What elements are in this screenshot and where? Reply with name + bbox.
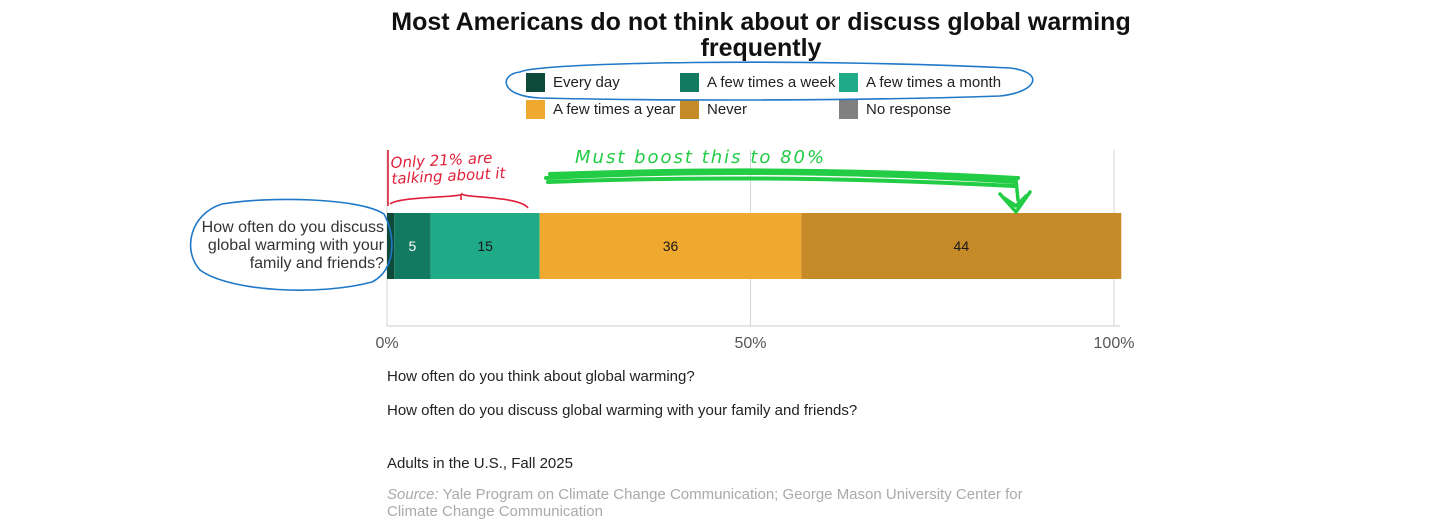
x-tick-label: 50% [734, 335, 766, 352]
legend: Every day A few times a week A few times… [526, 72, 1046, 120]
chart-title: Most Americans do not think about or dis… [391, 8, 1131, 62]
legend-item-every-day: Every day [526, 72, 620, 92]
question-think: How often do you think about global warm… [387, 368, 695, 385]
question-discuss: How often do you discuss global warming … [387, 402, 858, 419]
legend-item-never: Never [680, 99, 747, 119]
data-label: 44 [954, 238, 970, 254]
legend-item-year: A few times a year [526, 99, 676, 119]
source-prefix: Source: [387, 486, 439, 503]
red-bracket [387, 150, 529, 209]
bar-segment-never [801, 213, 1122, 279]
legend-label: A few times a year [553, 100, 676, 118]
data-label: 15 [477, 238, 493, 254]
legend-item-week: A few times a week [680, 72, 835, 92]
blue-circle-legend [505, 61, 1034, 101]
annotation-green: Must boost this to 80% [575, 147, 827, 168]
data-label: 36 [663, 238, 679, 254]
legend-label: No response [866, 100, 952, 118]
legend-label: Never [707, 100, 748, 118]
annotation-red: Only 21% are talking about it [390, 149, 506, 188]
legend-swatch [680, 72, 699, 92]
legend-swatch [526, 72, 545, 92]
legend-label: A few times a month [866, 73, 1002, 91]
x-tick-label: 100% [1094, 335, 1135, 352]
green-arrow-head [998, 178, 1032, 214]
source-note: Source: Yale Program on Climate Change C… [387, 486, 1027, 520]
blue-circle-question [189, 198, 393, 291]
legend-item-month: A few times a month [839, 72, 1001, 92]
green-arrow-shaft [544, 168, 1020, 188]
row-label: How often do you discuss global warming … [201, 219, 384, 272]
bar-segment-a-few-times-a-month [430, 213, 540, 279]
legend-swatch [839, 72, 858, 92]
legend-swatch [526, 99, 545, 119]
source-text: Yale Program on Climate Change Communica… [387, 486, 1023, 520]
population-note: Adults in the U.S., Fall 2025 [387, 455, 573, 472]
data-label: 5 [409, 238, 417, 254]
legend-label: Every day [553, 73, 620, 91]
legend-item-no-response: No response [839, 99, 951, 119]
bar-segment-a-few-times-a-year [539, 213, 802, 279]
bar-segment-every-day [387, 213, 395, 279]
legend-swatch [680, 99, 699, 119]
legend-label: A few times a week [707, 73, 836, 91]
bar-segment-a-few-times-a-week [394, 213, 431, 279]
legend-swatch [839, 99, 858, 119]
x-tick-label: 0% [375, 335, 398, 352]
